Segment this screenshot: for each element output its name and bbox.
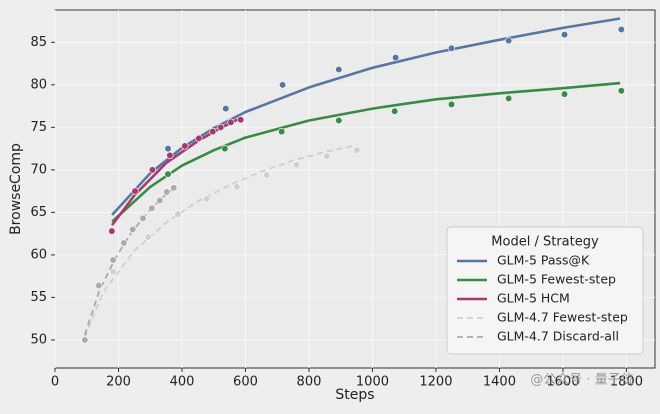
point: [163, 188, 171, 196]
point: [129, 225, 137, 233]
legend-label: GLM-5 Fewest-step: [497, 272, 616, 287]
legend-box: [446, 226, 644, 355]
legend: Model / Strategy GLM-5 Pass@K GLM-5 Fewest…: [446, 226, 644, 355]
point: [148, 166, 157, 174]
point: [617, 25, 625, 34]
point: [209, 128, 217, 136]
point: [109, 268, 117, 276]
grid: 0 200 400 600 800 1000 1200 1400 1600 1800 50 55 60 6…: [30, 10, 655, 390]
point: [278, 128, 286, 136]
point: [181, 142, 189, 150]
point: [237, 116, 245, 124]
point: [292, 161, 301, 169]
point: [279, 81, 287, 89]
fit-line: [111, 81, 621, 223]
point: [505, 37, 513, 45]
point: [447, 44, 456, 52]
x-tick-label: 1600: [546, 375, 579, 390]
point: [156, 196, 164, 205]
point: [263, 171, 271, 179]
point: [392, 54, 400, 62]
x-tick-label: 800: [297, 375, 322, 390]
point: [323, 152, 331, 160]
x-tick-label: 1400: [483, 375, 516, 390]
point: [95, 281, 103, 290]
point: [164, 145, 172, 153]
legend-label: GLM-5 Pass@K: [497, 253, 590, 268]
point: [560, 90, 569, 98]
point: [227, 118, 235, 126]
point: [217, 123, 225, 131]
point: [447, 100, 456, 108]
y-tick-label: 85: [30, 35, 47, 50]
point: [174, 210, 182, 218]
point: [560, 31, 569, 39]
point: [139, 214, 147, 222]
point: [233, 183, 241, 191]
x-tick-label: 400: [170, 375, 195, 390]
y-axis-label: BrowseComp: [8, 143, 24, 235]
y-tick-label: 55: [30, 290, 47, 305]
legend-title: Model / Strategy: [491, 235, 599, 250]
y-tick-label: 80: [30, 77, 47, 92]
point: [391, 107, 399, 115]
legend-label: GLM-4.7 Discard-all: [497, 329, 619, 344]
y-tick-label: 65: [30, 205, 47, 220]
x-tick-label: 600: [233, 375, 258, 390]
y-tick-label: 60: [30, 247, 47, 262]
x-axis-label: Steps: [335, 387, 374, 403]
point: [221, 145, 229, 153]
point: [108, 227, 116, 235]
x-tick-label: 1200: [419, 375, 452, 390]
point: [109, 256, 117, 264]
point: [335, 116, 343, 125]
point: [166, 151, 174, 160]
legend-label: GLM-5 HCM: [497, 291, 570, 306]
point: [120, 239, 128, 247]
y-tick-label: 50: [30, 332, 47, 347]
marks: [81, 17, 625, 344]
fit-line: [83, 144, 357, 338]
x-tick-label: 1800: [610, 375, 643, 390]
point: [222, 105, 230, 113]
x-tick-label: 0: [51, 375, 59, 390]
y-tick-label: 70: [30, 162, 47, 177]
point: [353, 146, 361, 154]
point: [203, 195, 211, 203]
watermark: @公众号 · 量子位: [530, 373, 633, 388]
point: [505, 94, 513, 103]
fit-line: [83, 187, 175, 336]
point: [144, 233, 152, 241]
point: [335, 65, 343, 74]
point: [617, 87, 625, 95]
point: [148, 204, 156, 212]
point: [131, 187, 139, 195]
x-tick-label: 200: [106, 375, 131, 390]
point: [164, 170, 172, 178]
point: [170, 184, 178, 192]
x-tick-label: 1000: [356, 375, 389, 390]
point: [195, 134, 203, 143]
point: [81, 336, 89, 344]
y-tick-label: 75: [30, 120, 47, 135]
legend-label: GLM-4.7 Fewest-step: [497, 310, 628, 325]
